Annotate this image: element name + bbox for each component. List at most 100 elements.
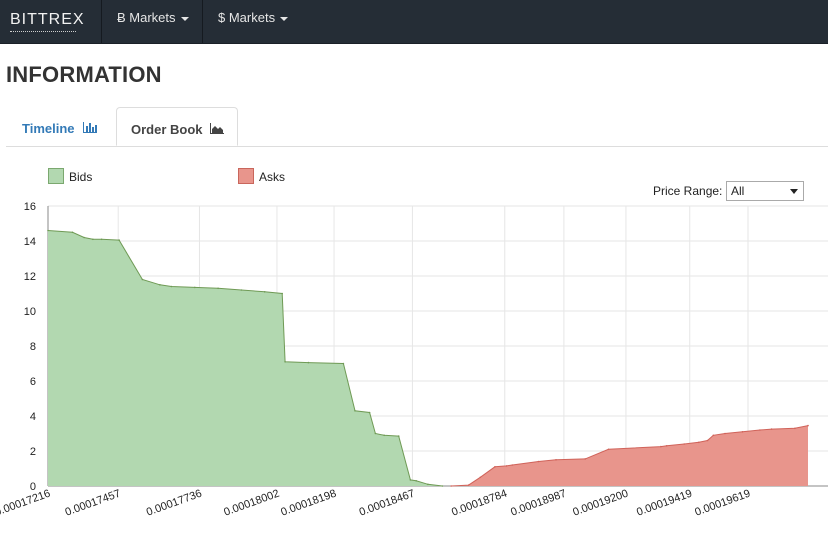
x-tick-label: 0.00018987 [509, 488, 568, 519]
asks-area-line [451, 425, 809, 487]
bids-point [307, 361, 310, 364]
asks-point [607, 448, 610, 451]
bids-point [47, 229, 49, 232]
nav-divider [101, 0, 102, 43]
legend-bids-swatch [48, 168, 64, 184]
bids-point [159, 284, 161, 286]
bids-point [409, 479, 412, 481]
top-navbar: BITTREX Ƀ Markets $ Markets [0, 0, 828, 44]
bids-point [368, 411, 371, 414]
bids-point [141, 278, 144, 281]
x-tick-label: 0.00018467 [358, 488, 417, 519]
tab-timeline[interactable]: Timeline [6, 107, 114, 146]
bids-point [71, 231, 74, 234]
bids-point [118, 239, 120, 241]
y-tick-label: 12 [24, 271, 36, 283]
bids-point [83, 236, 85, 239]
legend-bids-label: Bids [69, 170, 93, 184]
asks-point [759, 429, 761, 431]
bids-point [281, 292, 284, 295]
legend-asks-label: Asks [259, 170, 286, 184]
bids-point [427, 483, 429, 486]
bids-point [284, 361, 286, 363]
y-tick-label: 8 [30, 341, 36, 353]
asks-point [537, 460, 540, 463]
bids-point [170, 285, 173, 288]
x-tick-label: 0.00017216 [0, 488, 52, 519]
y-tick-label: 10 [24, 306, 36, 318]
asks-point [741, 431, 744, 433]
asks-point [665, 445, 668, 447]
bids-point [441, 485, 444, 487]
asks-point [450, 485, 453, 487]
caret-down-icon [280, 16, 289, 21]
x-tick-label: 0.00018002 [222, 488, 281, 519]
y-tick-label: 6 [30, 376, 36, 388]
brand-underline [10, 31, 76, 32]
asks-point [706, 439, 709, 442]
usd-markets-label: $ Markets [218, 10, 276, 25]
y-tick-label: 16 [24, 201, 36, 213]
bids-point [100, 238, 103, 241]
page-title: INFORMATION [6, 62, 162, 87]
bids-point [92, 238, 94, 241]
asks-point [698, 441, 700, 444]
x-tick-label: 0.00019200 [571, 488, 630, 519]
price-range-select[interactable]: All [726, 181, 804, 201]
order-book-chart[interactable]: 0 2 4 6 8 10 12 14 16 0.00017216 0.00017457 0.00017… [0, 195, 828, 545]
price-range-value: All [731, 184, 745, 198]
asks-point [770, 428, 773, 430]
asks-point [555, 459, 557, 461]
price-range-label: Price Range: [653, 184, 723, 198]
btc-markets-label: Ƀ Markets [117, 10, 176, 25]
y-tick-label: 14 [24, 236, 36, 248]
asks-point [511, 464, 514, 466]
bids-point [342, 362, 345, 365]
x-tick-label: 0.00018784 [450, 488, 509, 519]
bids-point [354, 410, 356, 412]
bids-point [217, 287, 219, 290]
btc-markets-menu[interactable]: Ƀ Markets [117, 10, 189, 25]
asks-area [451, 425, 808, 486]
asks-point [505, 465, 508, 467]
asks-point [660, 445, 662, 448]
bids-point [240, 289, 243, 291]
legend-asks-swatch [238, 168, 254, 184]
bids-area [48, 230, 443, 486]
caret-down-icon [180, 16, 189, 21]
area-chart-icon [210, 123, 224, 134]
x-tick-label: 0.00019419 [635, 488, 694, 519]
asks-point [794, 427, 796, 430]
asks-point [683, 443, 685, 445]
y-tick-label: 4 [30, 411, 36, 423]
tab-bar: Timeline Order Book [6, 107, 828, 147]
x-tick-label: 0.00017736 [145, 488, 204, 519]
dropdown-arrow-icon [790, 189, 798, 194]
y-tick-label: 0 [30, 481, 36, 493]
asks-point [724, 432, 726, 435]
bar-chart-icon [83, 122, 97, 133]
brand-logo[interactable]: BITTREX [10, 11, 85, 28]
asks-point [807, 424, 809, 427]
asks-point [494, 466, 496, 468]
bids-area-line [47, 230, 443, 487]
tab-order-book[interactable]: Order Book [116, 107, 238, 146]
y-tick-label: 2 [30, 446, 36, 458]
bids-point [397, 435, 400, 437]
x-tick-label: 0.00017457 [64, 488, 123, 519]
bids-point [263, 291, 266, 293]
asks-point [467, 484, 470, 486]
bids-point [383, 434, 386, 437]
tab-order-book-label: Order Book [131, 122, 203, 137]
bids-point [374, 432, 377, 435]
usd-markets-menu[interactable]: $ Markets [218, 10, 289, 25]
bids-point [194, 286, 196, 289]
nav-divider [202, 0, 203, 43]
asks-point [479, 476, 482, 479]
tab-timeline-label: Timeline [22, 121, 75, 136]
bids-point [415, 480, 418, 482]
asks-point [712, 434, 715, 437]
x-tick-label: 0.00018198 [279, 488, 338, 519]
asks-point [584, 458, 586, 460]
x-tick-label: 0.00019619 [693, 488, 752, 519]
